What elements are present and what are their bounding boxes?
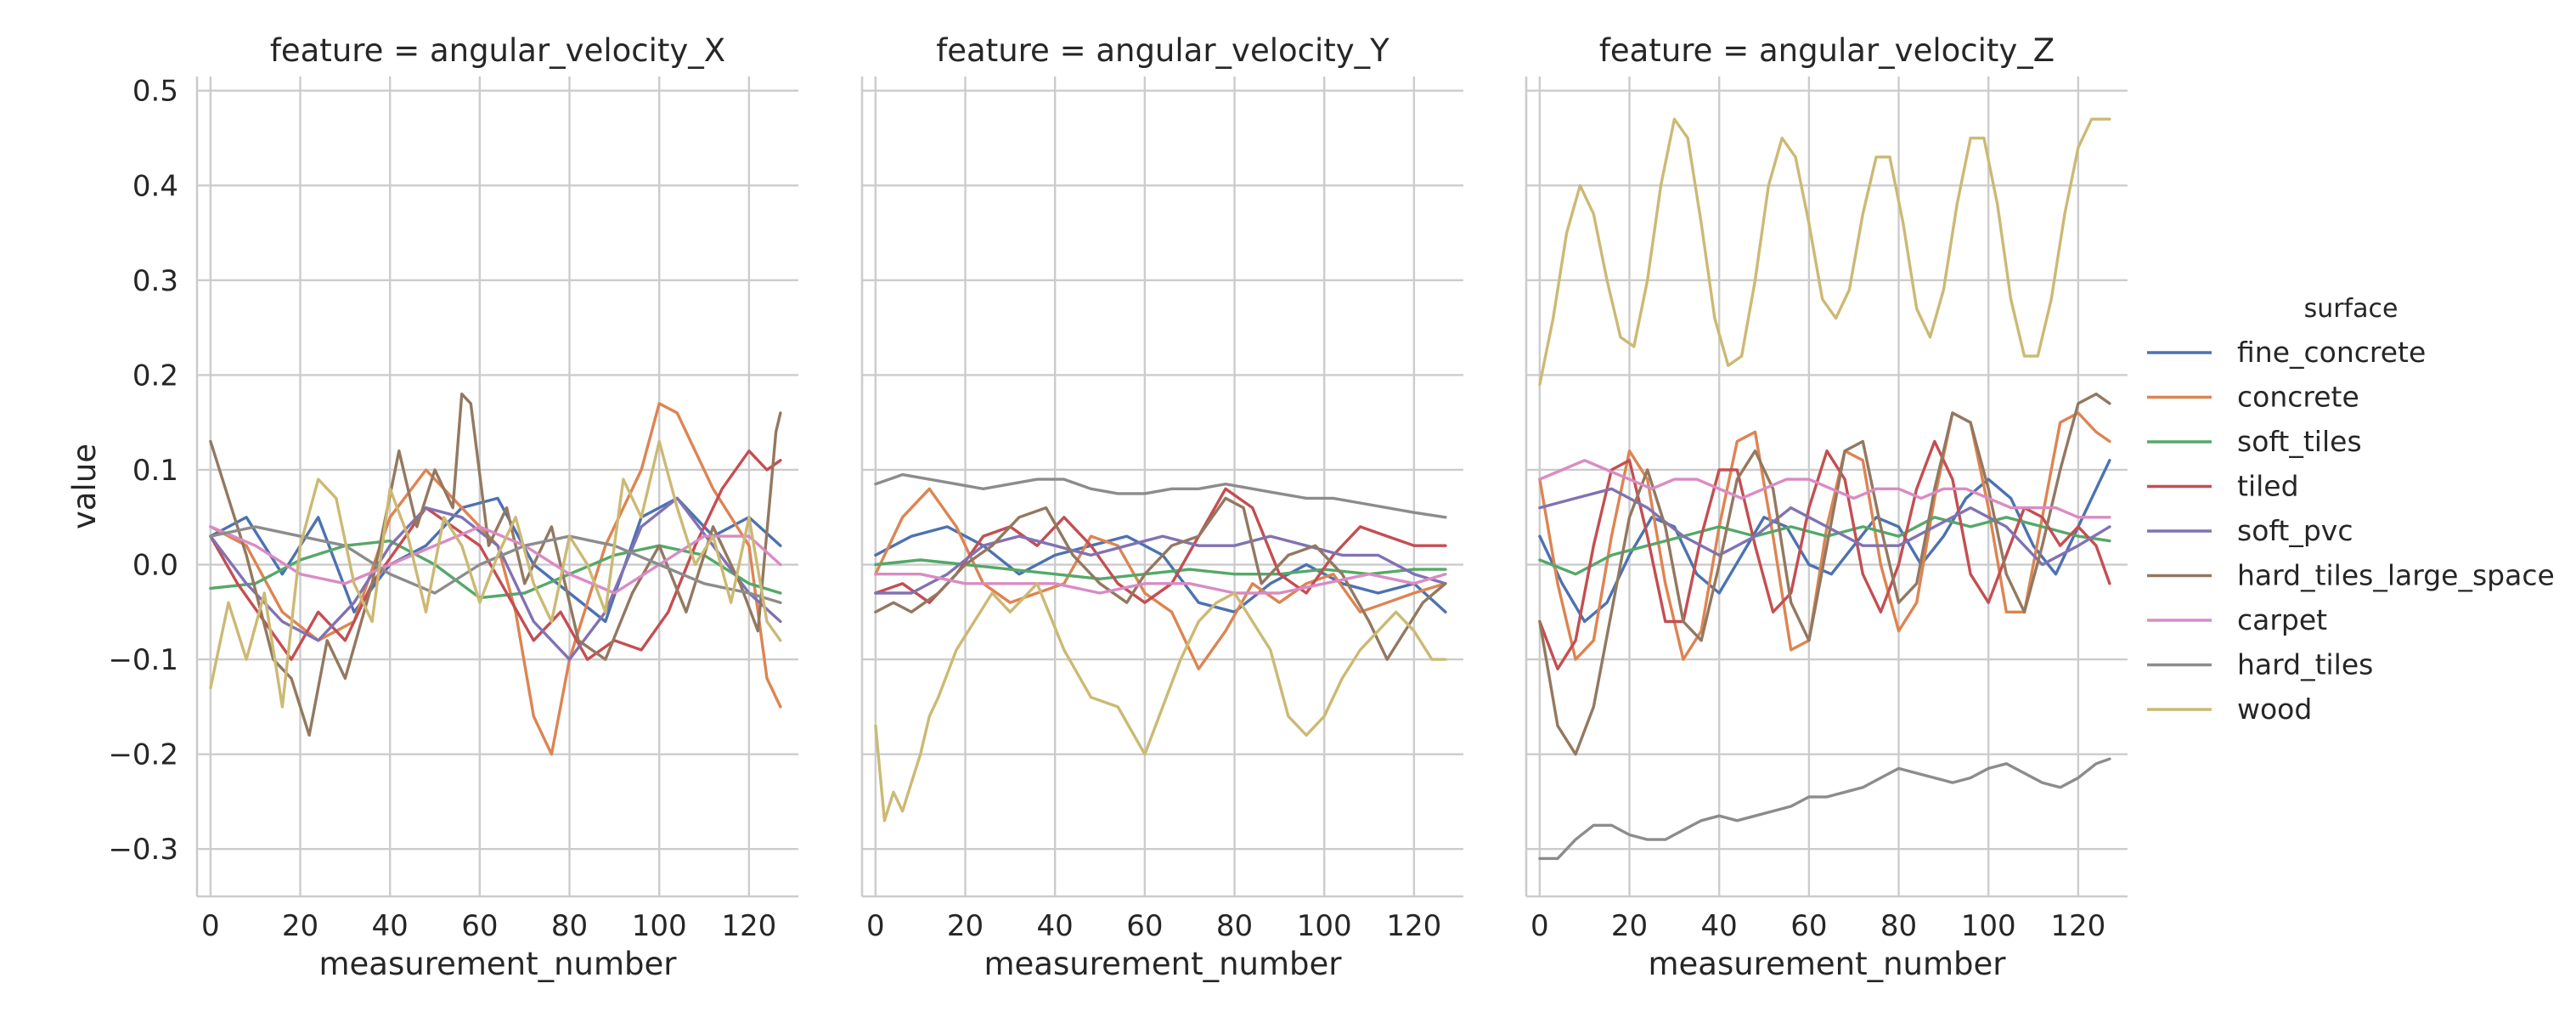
legend-title: surface [2304, 294, 2398, 324]
legend-item: wood [2147, 692, 2312, 726]
gridlines [862, 76, 1463, 896]
y-tick-label: −0.1 [108, 643, 178, 677]
facet-panel-2: 0 20 40 60 80 100 120 measurement_number feature… [1525, 32, 2128, 982]
x-tick-label: 20 [282, 909, 318, 943]
series-line-soft-tiles [209, 539, 782, 600]
x-tick-label: 40 [1037, 909, 1074, 943]
legend-label: fine_concrete [2237, 336, 2426, 369]
facet-panel-0: 0 20 40 60 80 100 120 −0.3 −0.2 −0.1 0.0 0.1 0.2 0.3 0… [66, 32, 798, 982]
y-axis-title: value [66, 444, 103, 529]
legend-label: hard_tiles_large_space [2237, 559, 2555, 592]
y-tick-label: 0.0 [132, 549, 178, 583]
series-line-wood [874, 582, 1447, 822]
x-tick-label: 120 [721, 909, 776, 943]
series-line-hard-tiles-large-space [874, 496, 1447, 661]
y-tick-label: −0.2 [108, 738, 178, 772]
legend: surface fine_concrete concrete soft_tilesti… [2147, 294, 2555, 726]
y-tick-label: −0.3 [108, 833, 178, 867]
x-tick-label: 80 [1880, 909, 1917, 943]
x-tick-label: 120 [2050, 909, 2105, 943]
series-line-carpet [1538, 459, 2111, 519]
facet-panel-1: 0 20 40 60 80 100 120 measurement_number feature… [860, 32, 1463, 982]
legend-label: tiled [2237, 470, 2299, 503]
series-line-carpet [874, 573, 1447, 595]
series-line-hard-tiles [209, 525, 782, 604]
x-tick-label: 60 [1126, 909, 1163, 943]
x-tick-label: 40 [1701, 909, 1738, 943]
series-line-wood [209, 439, 782, 709]
x-axis-title: measurement_number [318, 946, 677, 982]
y-tick-label: 0.2 [132, 359, 178, 393]
gridlines [197, 76, 798, 896]
x-tick-label: 60 [1790, 909, 1827, 943]
x-tick-label: 20 [1611, 909, 1648, 943]
x-tick-label: 0 [866, 909, 885, 943]
series-line-soft-pvc [209, 496, 782, 661]
legend-item: soft_tiles [2147, 425, 2362, 458]
facet-title: feature = angular_velocity_Y [936, 32, 1389, 69]
x-tick-label: 0 [201, 909, 220, 943]
x-tick-label: 120 [1386, 909, 1441, 943]
series-line-tiled [1538, 439, 2111, 670]
y-tick-label: 0.3 [132, 264, 178, 298]
x-tick-label: 0 [1530, 909, 1549, 943]
legend-label: hard_tiles [2237, 648, 2373, 681]
y-tick-label: 0.1 [132, 454, 178, 488]
legend-item: soft_pvc [2147, 514, 2353, 547]
legend-label: soft_pvc [2237, 514, 2353, 547]
x-tick-label: 20 [947, 909, 984, 943]
series-line-hard-tiles [1538, 757, 2111, 861]
legend-label: wood [2237, 692, 2312, 726]
x-tick-label: 100 [1297, 909, 1352, 943]
legend-item: hard_tiles [2147, 648, 2373, 681]
x-tick-label: 100 [1961, 909, 2016, 943]
legend-label: carpet [2237, 603, 2327, 636]
series-line-hard-tiles [874, 472, 1447, 519]
x-tick-label: 60 [461, 909, 498, 943]
legend-label: concrete [2237, 381, 2359, 414]
series-line-concrete [209, 402, 782, 756]
y-tick-label: 0.4 [132, 169, 178, 203]
facet-title: feature = angular_velocity_Z [1599, 32, 2055, 69]
series-line-soft-pvc [874, 534, 1447, 595]
legend-item: hard_tiles_large_space [2147, 559, 2555, 592]
series-line-hard-tiles-large-space [209, 393, 782, 737]
legend-label: soft_tiles [2237, 425, 2362, 458]
legend-item: fine_concrete [2147, 336, 2426, 369]
legend-item: tiled [2147, 470, 2299, 503]
x-tick-label: 80 [1216, 909, 1253, 943]
series-line-carpet [209, 525, 782, 595]
legend-item: concrete [2147, 381, 2359, 414]
x-tick-label: 80 [551, 909, 588, 943]
x-tick-label: 100 [632, 909, 687, 943]
x-axis-title: measurement_number [1648, 946, 2006, 982]
facet-title: feature = angular_velocity_X [270, 32, 725, 69]
y-tick-label: 0.5 [132, 75, 178, 109]
series-line-wood [1538, 117, 2111, 387]
x-tick-label: 40 [372, 909, 409, 943]
series-lines [874, 472, 1447, 822]
series-line-tiled [209, 449, 782, 661]
series-line-hard-tiles-large-space [1538, 393, 2111, 756]
legend-item: carpet [2147, 603, 2327, 636]
series-line-soft-tiles [874, 558, 1447, 580]
series-lines [1538, 117, 2111, 861]
x-axis-title: measurement_number [984, 946, 1342, 982]
series-lines [209, 393, 782, 756]
series-line-tiled [874, 487, 1447, 604]
